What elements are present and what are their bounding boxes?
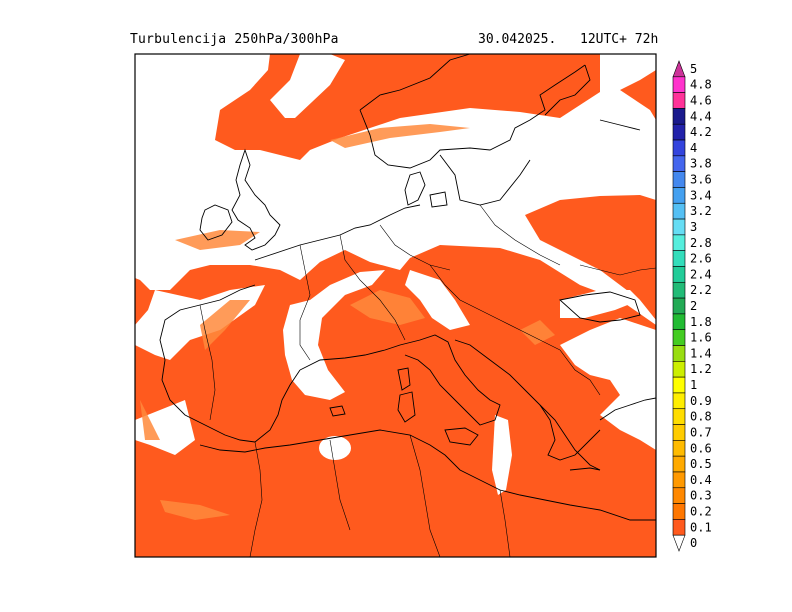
legend-swatch: [672, 440, 686, 457]
legend-swatch: [672, 361, 686, 378]
country-borders: [199, 204, 656, 557]
legend-label: 0.9: [690, 394, 712, 408]
legend-label: 0.5: [690, 457, 712, 471]
legend-label: 0.2: [690, 504, 712, 518]
legend-swatch: [672, 313, 686, 331]
legend-label: 2.4: [690, 267, 712, 281]
legend-label: 0: [690, 536, 697, 550]
legend-swatch: [672, 534, 686, 552]
legend-swatch: [672, 155, 686, 172]
legend-label: 0.6: [690, 441, 712, 455]
legend-swatch: [672, 424, 686, 441]
legend-swatch: [672, 202, 686, 220]
legend-label: 4.6: [690, 94, 712, 108]
legend-label: 3.6: [690, 173, 712, 187]
legend-label: 4: [690, 141, 697, 155]
legend-swatch: [672, 376, 686, 394]
coastlines: [159, 54, 656, 521]
legend-label: 4.4: [690, 109, 712, 123]
map-title: Turbulencija 250hPa/300hPa: [130, 32, 339, 47]
legend-swatch: [672, 392, 686, 410]
legend-swatch: [672, 487, 686, 504]
legend-label: 4.2: [690, 125, 712, 139]
turbulence-intense-streaks: [140, 124, 555, 520]
legend-label: 0.8: [690, 410, 712, 424]
legend-label: 1: [690, 378, 697, 392]
legend-label: 3.4: [690, 188, 712, 202]
legend-label: 2: [690, 299, 697, 313]
legend-label: 3: [690, 220, 697, 234]
legend-label: 0.3: [690, 489, 712, 503]
legend-swatch: [672, 123, 686, 141]
forecast-run: 12UTC+ 72h: [580, 32, 659, 47]
legend-swatch: [672, 266, 686, 283]
legend-label: 3.8: [690, 157, 712, 171]
legend-swatch: [672, 471, 686, 489]
legend-label: 1.6: [690, 331, 712, 345]
legend-swatch: [672, 408, 686, 425]
map-frame: [134, 53, 657, 558]
legend-swatch: [672, 60, 686, 78]
legend-label: 2.2: [690, 283, 712, 297]
legend-label: 3.2: [690, 204, 712, 218]
legend-label: 1.8: [690, 315, 712, 329]
legend-swatch: [672, 503, 686, 520]
legend-swatch: [672, 329, 686, 346]
legend-swatch: [672, 519, 686, 536]
legend-swatch: [672, 455, 686, 473]
legend-swatch: [672, 171, 686, 188]
legend-swatch: [672, 218, 686, 236]
legend-swatch: [672, 108, 686, 125]
legend-swatch: [672, 92, 686, 109]
legend-swatch: [672, 76, 686, 93]
legend-label: 4.8: [690, 78, 712, 92]
legend-swatch: [672, 345, 686, 362]
legend-label: 2.8: [690, 236, 712, 250]
legend-label: 0.7: [690, 425, 712, 439]
turbulence-field: [135, 54, 656, 557]
legend-label: 1.4: [690, 346, 712, 360]
forecast-date: 30.042025.: [478, 32, 557, 47]
legend-swatch: [672, 234, 686, 251]
legend-label: 5: [690, 62, 697, 76]
legend-label: 1.2: [690, 362, 712, 376]
legend-swatch: [672, 297, 686, 315]
legend-label: 0.4: [690, 473, 712, 487]
legend-swatch: [672, 281, 686, 299]
legend-swatch: [672, 250, 686, 267]
legend-label: 2.6: [690, 252, 712, 266]
legend-swatch: [672, 187, 686, 204]
legend-label: 0.1: [690, 520, 712, 534]
legend-swatch: [672, 139, 686, 157]
